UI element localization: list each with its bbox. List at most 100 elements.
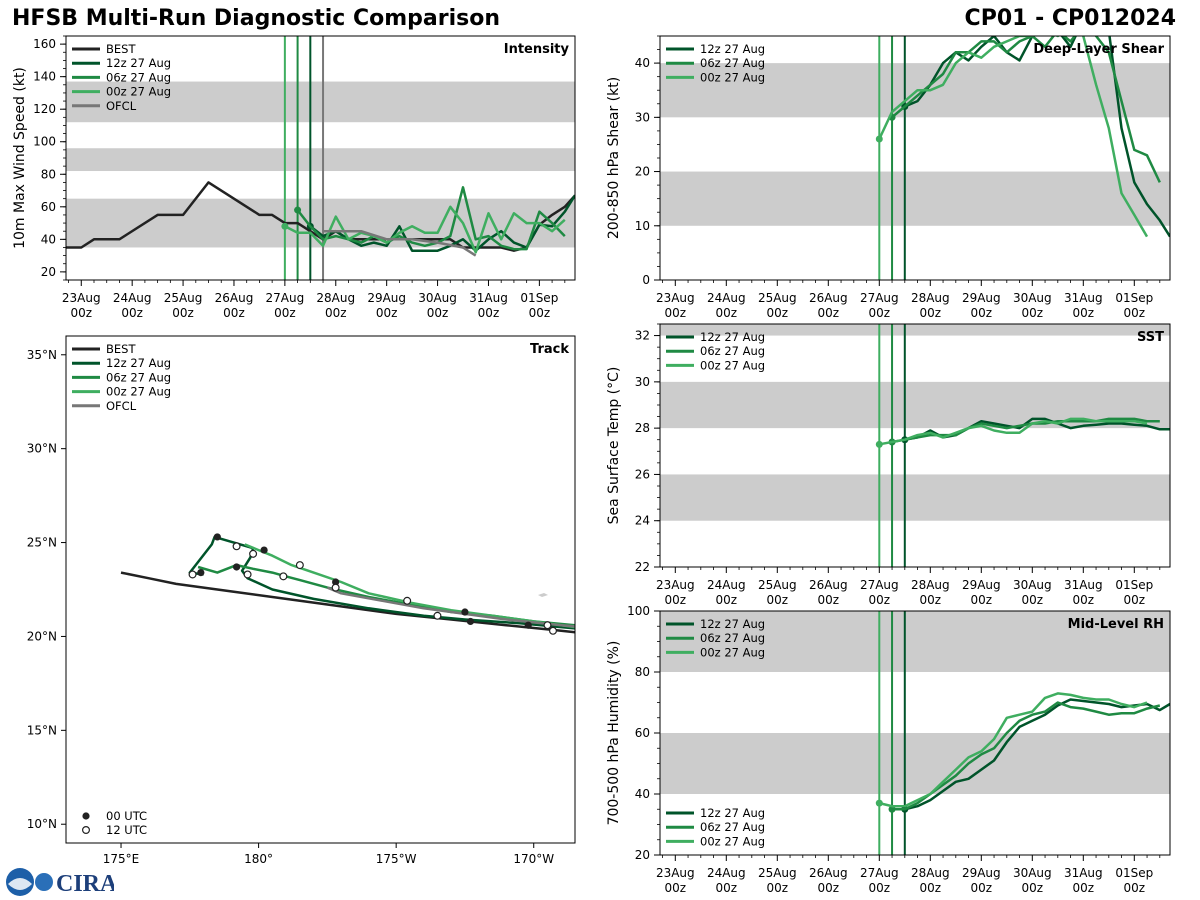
rh-xtick-sublabel: 00z: [1073, 881, 1095, 895]
intensity-legend-label: BEST: [106, 42, 136, 56]
track-point-12utc: [403, 596, 412, 605]
track-xtick-label: 175°W: [376, 852, 417, 866]
track-xtick-label: 180°: [244, 852, 273, 866]
shear-xtick-sublabel: 00z: [665, 306, 687, 320]
rh-plot-area: [660, 611, 1170, 855]
intensity-band-0: [66, 198, 575, 248]
track-point-00utc: [607, 633, 614, 640]
sst-xtick-sublabel: 00z: [971, 593, 993, 607]
rh-legend-bottom-label: 06z 27 Aug: [700, 820, 765, 834]
intensity-ytick-label: 40: [41, 232, 56, 246]
intensity-series-run12: [309, 194, 575, 252]
track-ytick-label: 35°N: [27, 348, 57, 362]
shear-series-run06: [891, 36, 1161, 183]
track-xtick-label: 170°W: [513, 852, 554, 866]
rh-xtick-sublabel: 00z: [767, 881, 789, 895]
intensity-xtick-label: 24Aug: [113, 291, 152, 305]
intensity-xtick-sublabel: 00z: [70, 306, 92, 320]
track-point-12utc: [331, 583, 340, 592]
intensity-init-marker-run00: [281, 222, 289, 230]
shear-ytick-label: 40: [635, 56, 650, 70]
track-point-00utc: [197, 569, 205, 577]
track-xtick-label: 175°E: [103, 852, 140, 866]
rh-init-marker-run06: [888, 805, 896, 813]
track-ytick-label: 20°N: [27, 629, 57, 643]
intensity-ytick-label: 20: [41, 265, 56, 279]
track-series-run00: [244, 543, 575, 629]
shear-xtick-sublabel: 00z: [716, 306, 738, 320]
intensity-panel-title: Intensity: [504, 42, 570, 57]
shear-xtick-label: 24Aug: [707, 291, 746, 305]
shear-xtick-label: 23Aug: [656, 291, 695, 305]
track-point-00utc: [213, 533, 221, 541]
rh-xtick-sublabel: 00z: [971, 881, 993, 895]
shear-plot-area: [660, 36, 1170, 280]
intensity-plot-area: [66, 36, 575, 280]
rh-xtick-sublabel: 00z: [1124, 881, 1146, 895]
intensity-legend-label: 00z 27 Aug: [106, 85, 171, 99]
rh-xtick-label: 27Aug: [860, 866, 899, 880]
intensity-series-run06: [296, 186, 566, 251]
track-ytick-label: 15°N: [27, 723, 57, 737]
rh-legend-bottom-label: 12z 27 Aug: [700, 806, 765, 820]
intensity-legend-label: 06z 27 Aug: [106, 70, 171, 84]
rh-xtick-sublabel: 00z: [818, 881, 840, 895]
sst-xtick-label: 28Aug: [911, 578, 950, 592]
rh-panel-title: Mid-Level RH: [1068, 617, 1164, 632]
panel-sst: 22242628303223Aug00z24Aug00z25Aug00z26Au…: [606, 323, 1171, 607]
shear-ytick-label: 0: [642, 273, 650, 287]
intensity-band-1: [66, 148, 575, 172]
track-legend-label: 00z 27 Aug: [106, 385, 171, 399]
panel-intensity: 2040608010012014016023Aug00z24Aug00z25Au…: [12, 35, 576, 320]
intensity-series-ofcl: [323, 229, 477, 257]
rh-ytick-label: 100: [627, 604, 650, 618]
sst-panel-title: SST: [1137, 330, 1164, 345]
intensity-xtick-sublabel: 00z: [529, 306, 551, 320]
shear-legend-label: 06z 27 Aug: [700, 56, 765, 70]
cira-logo-text: CIRA: [56, 871, 114, 897]
intensity-legend-label: 12z 27 Aug: [106, 56, 171, 70]
rh-xtick-label: 23Aug: [656, 866, 695, 880]
intensity-xtick-sublabel: 00z: [223, 306, 245, 320]
sst-legend-label: 06z 27 Aug: [700, 344, 765, 358]
sst-legend-label: 12z 27 Aug: [700, 330, 765, 344]
intensity-xtick-label: 29Aug: [367, 291, 406, 305]
figure-title: HFSB Multi-Run Diagnostic Comparison: [12, 6, 500, 31]
intensity-xtick-label: 25Aug: [164, 291, 203, 305]
intensity-xtick-label: 26Aug: [215, 291, 254, 305]
sst-xtick-sublabel: 00z: [1124, 593, 1146, 607]
shear-xtick-label: 01Sep: [1115, 291, 1153, 305]
intensity-band-2: [66, 81, 575, 123]
intensity-xtick-label: 31Aug: [469, 291, 508, 305]
track-series-best: [120, 571, 575, 634]
sst-band-0: [660, 474, 1170, 521]
sst-ylabel: Sea Surface Temp (°C): [606, 367, 622, 525]
track-ytick-label: 30°N: [27, 442, 57, 456]
track-point-12utc: [249, 549, 258, 558]
track-legend-label: BEST: [106, 342, 136, 356]
track-point-00utc: [232, 563, 241, 571]
rh-xtick-sublabel: 00z: [920, 881, 942, 895]
shear-xtick-sublabel: 00z: [818, 306, 840, 320]
intensity-xtick-sublabel: 00z: [172, 306, 194, 320]
sst-ytick-label: 24: [635, 514, 650, 528]
sst-legend-label: 00z 27 Aug: [700, 358, 765, 372]
intensity-legend-label: OFCL: [106, 99, 137, 113]
intensity-xtick-label: 30Aug: [418, 291, 457, 305]
shear-xtick-label: 28Aug: [911, 291, 950, 305]
shear-xtick-label: 27Aug: [860, 291, 899, 305]
rh-ytick-label: 60: [635, 726, 650, 740]
rh-xtick-sublabel: 00z: [869, 881, 891, 895]
sst-xtick-sublabel: 00z: [869, 593, 891, 607]
panel-track: 10°N 15°N 20°N 25°N 30°N 35°N 175°E 180° 175°W 17…: [27, 335, 614, 866]
track-point-12utc: [188, 570, 197, 579]
legend-marker-12utc: [81, 825, 90, 834]
intensity-xtick-label: 01Sep: [520, 291, 558, 305]
track-series-ofcl: [326, 586, 575, 628]
shear-init-marker-run00: [875, 135, 883, 143]
sst-ytick-label: 22: [635, 560, 650, 574]
intensity-ytick-label: 100: [33, 135, 56, 149]
